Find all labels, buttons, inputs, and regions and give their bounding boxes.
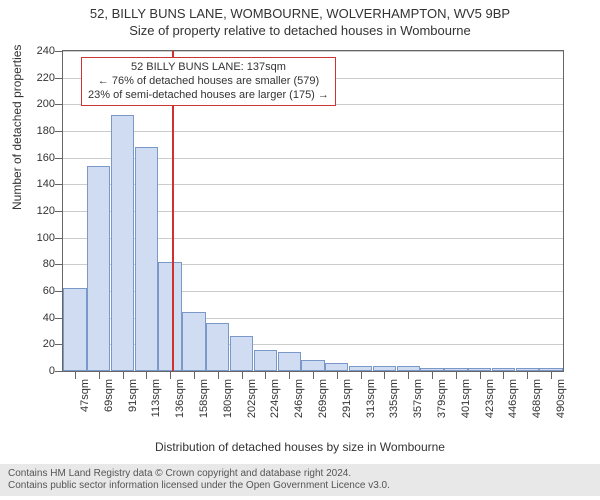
- y-tick: [55, 291, 63, 292]
- x-tick: [146, 371, 147, 379]
- x-tick-label: 158sqm: [198, 379, 210, 418]
- histogram-bar: [182, 312, 205, 371]
- y-tick: [55, 264, 63, 265]
- x-tick: [432, 371, 433, 379]
- histogram-bar: [301, 360, 324, 371]
- x-tick: [99, 371, 100, 379]
- x-tick: [289, 371, 290, 379]
- x-tick-label: 180sqm: [222, 379, 234, 418]
- y-tick: [55, 211, 63, 212]
- y-tick: [55, 158, 63, 159]
- callout-line: 23% of semi-detached houses are larger (…: [88, 89, 329, 103]
- y-tick: [55, 78, 63, 79]
- x-tick: [384, 371, 385, 379]
- y-tick: [55, 318, 63, 319]
- reference-callout: 52 BILLY BUNS LANE: 137sqm← 76% of detac…: [81, 57, 336, 106]
- x-tick: [265, 371, 266, 379]
- x-tick-label: 91sqm: [127, 379, 139, 412]
- x-tick: [170, 371, 171, 379]
- x-tick-label: 446sqm: [507, 379, 519, 418]
- y-tick-label: 200: [37, 98, 55, 110]
- chart-title-block: 52, BILLY BUNS LANE, WOMBOURNE, WOLVERHA…: [0, 0, 600, 38]
- x-tick-label: 69sqm: [103, 379, 115, 412]
- x-tick: [75, 371, 76, 379]
- x-tick-label: 313sqm: [365, 379, 377, 418]
- histogram-bar: [206, 323, 229, 371]
- histogram-bar: [254, 350, 277, 371]
- x-tick: [218, 371, 219, 379]
- y-tick: [55, 238, 63, 239]
- x-tick-label: 291sqm: [341, 379, 353, 418]
- attribution-footer: Contains HM Land Registry data © Crown c…: [0, 464, 600, 496]
- histogram-bar: [230, 336, 253, 371]
- y-tick-label: 140: [37, 178, 55, 190]
- x-tick: [551, 371, 552, 379]
- y-tick-label: 240: [37, 45, 55, 57]
- x-tick-label: 269sqm: [317, 379, 329, 418]
- x-tick-label: 468sqm: [531, 379, 543, 418]
- callout-line: 52 BILLY BUNS LANE: 137sqm: [88, 61, 329, 75]
- x-tick: [313, 371, 314, 379]
- y-tick: [55, 51, 63, 52]
- title-subtitle: Size of property relative to detached ho…: [0, 23, 600, 38]
- x-tick-label: 423sqm: [484, 379, 496, 418]
- histogram-bar: [135, 147, 158, 371]
- title-address: 52, BILLY BUNS LANE, WOMBOURNE, WOLVERHA…: [0, 6, 600, 21]
- x-tick: [242, 371, 243, 379]
- x-tick-label: 357sqm: [412, 379, 424, 418]
- histogram-bar: [278, 352, 301, 371]
- y-tick-label: 100: [37, 232, 55, 244]
- y-tick: [55, 184, 63, 185]
- y-tick-label: 40: [43, 312, 55, 324]
- y-tick: [55, 344, 63, 345]
- histogram-chart: 02040608010012014016018020022024047sqm69…: [62, 50, 564, 372]
- x-tick-label: 246sqm: [293, 379, 305, 418]
- x-tick: [337, 371, 338, 379]
- x-tick-label: 47sqm: [79, 379, 91, 412]
- x-tick: [408, 371, 409, 379]
- y-tick-label: 120: [37, 205, 55, 217]
- footer-line2: Contains public sector information licen…: [8, 480, 592, 492]
- x-tick: [456, 371, 457, 379]
- x-tick-label: 401sqm: [460, 379, 472, 418]
- y-tick-label: 160: [37, 152, 55, 164]
- callout-line: ← 76% of detached houses are smaller (57…: [88, 75, 329, 89]
- y-tick: [55, 371, 63, 372]
- x-tick-label: 490sqm: [555, 379, 567, 418]
- footer-line1: Contains HM Land Registry data © Crown c…: [8, 468, 592, 480]
- y-tick: [55, 131, 63, 132]
- x-tick-label: 202sqm: [246, 379, 258, 418]
- x-tick-label: 224sqm: [269, 379, 281, 418]
- x-tick: [480, 371, 481, 379]
- x-tick-label: 113sqm: [150, 379, 162, 417]
- histogram-bar: [111, 115, 134, 371]
- histogram-bar: [63, 288, 86, 371]
- x-tick: [361, 371, 362, 379]
- histogram-bar: [87, 166, 110, 371]
- y-tick-label: 180: [37, 125, 55, 137]
- y-tick: [55, 104, 63, 105]
- y-tick-label: 0: [49, 365, 55, 377]
- x-tick-label: 136sqm: [174, 379, 186, 418]
- y-axis-label: Number of detached properties: [10, 45, 24, 210]
- x-tick-label: 335sqm: [388, 379, 400, 418]
- histogram-bar: [158, 262, 181, 371]
- y-gridline: [63, 51, 563, 52]
- x-tick-label: 379sqm: [436, 379, 448, 418]
- x-tick: [194, 371, 195, 379]
- x-tick: [503, 371, 504, 379]
- histogram-bar: [325, 363, 348, 371]
- y-gridline: [63, 131, 563, 132]
- y-tick-label: 20: [43, 338, 55, 350]
- y-tick-label: 60: [43, 285, 55, 297]
- y-tick-label: 220: [37, 72, 55, 84]
- x-tick: [527, 371, 528, 379]
- x-tick: [123, 371, 124, 379]
- x-axis-label: Distribution of detached houses by size …: [0, 440, 600, 454]
- y-tick-label: 80: [43, 258, 55, 270]
